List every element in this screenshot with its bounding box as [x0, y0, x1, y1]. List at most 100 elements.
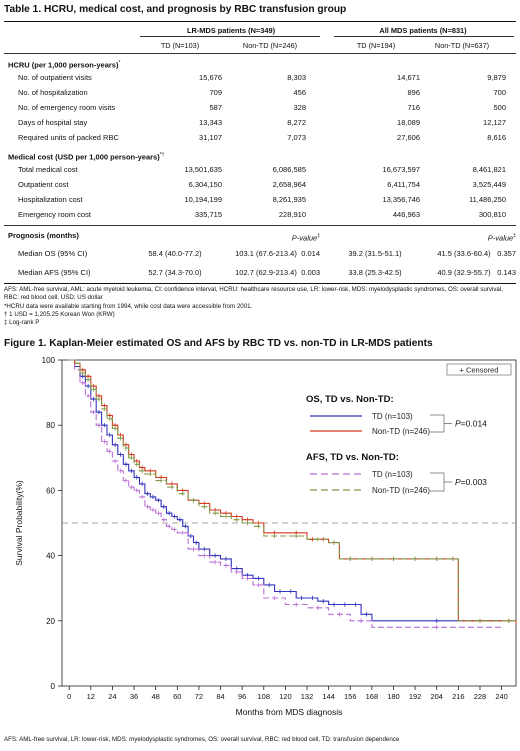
censor-mark-afs_nontd — [412, 556, 418, 562]
censor-mark-afs_nontd — [96, 396, 102, 402]
afs-p-text: =0.003 — [461, 477, 488, 487]
prognosis-section-header: Prognosis (months) P-value‡ P-value‡ — [8, 231, 516, 243]
censor-mark-afs_nontd — [139, 468, 145, 474]
table-title: Table 1. HCRU, medical cost, and prognos… — [4, 4, 347, 15]
censor-mark-afs_td — [256, 582, 261, 588]
censor-mark-afs_td — [315, 605, 321, 610]
censor-mark-afs_nontd — [434, 556, 439, 562]
censor-mark-afs_td — [134, 488, 139, 493]
legend-label-os-td: TD (n=103) — [372, 412, 413, 421]
table-row: Median AFS (95% CI) 52.7 (34.3-70.0) 102… — [18, 268, 516, 277]
table-row: Outpatient cost 6,304,150 2,658,964 6,41… — [18, 180, 506, 189]
censor-mark-os_td — [321, 599, 326, 604]
censor-mark-os_td — [353, 602, 358, 607]
censor-mark-os_td — [134, 475, 139, 480]
censor-mark-afs_td — [80, 380, 85, 386]
hcru-header-text: HCRU (per 1,000 person-years) — [8, 60, 119, 70]
afs-p-value: P=0.003 — [455, 477, 487, 487]
x-tick-label: 36 — [130, 692, 138, 701]
x-tick-label: 72 — [195, 692, 203, 701]
cost-header-text: Medical cost (USD per 1,000 person-years… — [8, 152, 160, 162]
censor-mark-os_td — [161, 504, 166, 509]
censor-mark-os_td — [342, 602, 348, 607]
bracket-afs — [430, 472, 452, 492]
x-tick-label: 48 — [152, 692, 160, 701]
censor-mark-afs_td — [91, 409, 96, 415]
censor-mark-afs_td — [112, 458, 118, 464]
table-row: Median OS (95% CI) 58.4 (40.0-77.2) 103.… — [18, 249, 516, 258]
censor-mark-afs_nontd — [91, 387, 96, 392]
censor-mark-os_td — [139, 481, 145, 487]
subheader-all-td: TD (N=194) — [356, 41, 396, 50]
subheader-lr-nontd: Non-TD (N=246) — [242, 41, 298, 50]
censor-mark-afs_td — [272, 595, 277, 601]
x-tick-label: 60 — [173, 692, 181, 701]
x-tick-label: 12 — [87, 692, 95, 701]
censor-mark-afs_td — [150, 507, 156, 513]
censor-mark-afs_nontd — [112, 426, 118, 431]
x-tick-label: 156 — [344, 692, 357, 701]
y-tick-label: 80 — [46, 421, 55, 430]
censor-mark-afs_nontd — [450, 556, 456, 562]
censor-mark-afs_nontd — [315, 537, 321, 542]
censor-mark-os_td — [112, 442, 118, 447]
group-header-lr: LR-MDS patients (N=349) — [186, 26, 276, 35]
legend-label-os-nontd: Non-TD (n=246) — [372, 427, 430, 436]
censor-mark-os_td — [288, 589, 294, 594]
censor-mark-afs_nontd — [80, 370, 85, 376]
table-row: Required units of packed RBC 31,107 7,07… — [18, 133, 506, 142]
table-bottom-rule — [4, 283, 516, 284]
censor-mark-afs_nontd — [223, 514, 229, 519]
censor-mark-os_td — [277, 589, 283, 594]
legend-layer: + Censored OS, TD vs. Non-TD: TD (n=103)… — [306, 363, 512, 495]
censor-mark-os_td — [145, 491, 150, 496]
censor-mark-afs_nontd — [129, 455, 134, 460]
censor-mark-os_td — [156, 497, 161, 503]
series-layer — [69, 359, 517, 630]
censor-mark-afs_td — [180, 530, 185, 535]
censor-mark-os_td — [202, 546, 207, 552]
censor-mark-afs_td — [358, 618, 364, 623]
censor-mark-afs_td — [223, 563, 229, 568]
censor-mark-os_td — [177, 517, 183, 522]
subheader-all-nontd: Non-TD (N=637) — [434, 41, 490, 50]
afs-legend-title: AFS, TD vs. Non-TD: — [306, 452, 399, 463]
legend-label-afs-td: TD (n=103) — [372, 470, 413, 479]
y-tick-label: 0 — [51, 682, 56, 691]
cost-bottom-rule — [4, 225, 516, 226]
censor-mark-afs_td — [85, 393, 91, 399]
afs-p-symbol: P — [455, 477, 461, 487]
x-tick-label: 180 — [387, 692, 400, 701]
hcru-section-header: HCRU (per 1,000 person-years)* — [4, 56, 516, 70]
table-row: No. of outpatient visits 15,676 8,303 14… — [18, 73, 506, 82]
censor-mark-os_td — [123, 462, 129, 467]
censored-label: + Censored — [460, 366, 499, 375]
bracket-os — [430, 414, 452, 433]
censor-mark-os_td — [183, 524, 188, 529]
censor-mark-os_td — [85, 383, 91, 389]
censor-mark-os_td — [434, 618, 439, 623]
censor-mark-afs_td — [102, 439, 107, 444]
censor-mark-afs_td — [145, 504, 150, 509]
censor-mark-afs_nontd — [148, 471, 153, 477]
censor-mark-os_td — [223, 556, 229, 562]
km-curve-afs_td — [69, 359, 502, 628]
y-tick-label: 100 — [42, 356, 56, 365]
censor-mark-afs_nontd — [202, 504, 207, 509]
censor-mark-afs_nontd — [85, 377, 91, 382]
x-tick-label: 228 — [474, 692, 487, 701]
y-tick-label: 20 — [46, 617, 55, 626]
censor-mark-os_td — [299, 595, 304, 601]
censor-mark-os_td — [364, 612, 369, 617]
censor-mark-afs_nontd — [256, 524, 261, 529]
table-row: Total medical cost 13,501,635 6,086,585 … — [18, 165, 506, 174]
x-tick-label: 132 — [301, 692, 314, 701]
censor-mark-os_td — [150, 494, 156, 500]
table-top-rule — [4, 21, 516, 22]
censor-mark-afs_nontd — [331, 540, 337, 545]
censor-mark-afs_nontd — [118, 436, 123, 441]
censor-mark-os_td — [331, 602, 337, 607]
censor-mark-afs_td — [139, 494, 145, 500]
censor-mark-afs_td — [129, 484, 134, 490]
x-tick-label: 240 — [495, 692, 508, 701]
